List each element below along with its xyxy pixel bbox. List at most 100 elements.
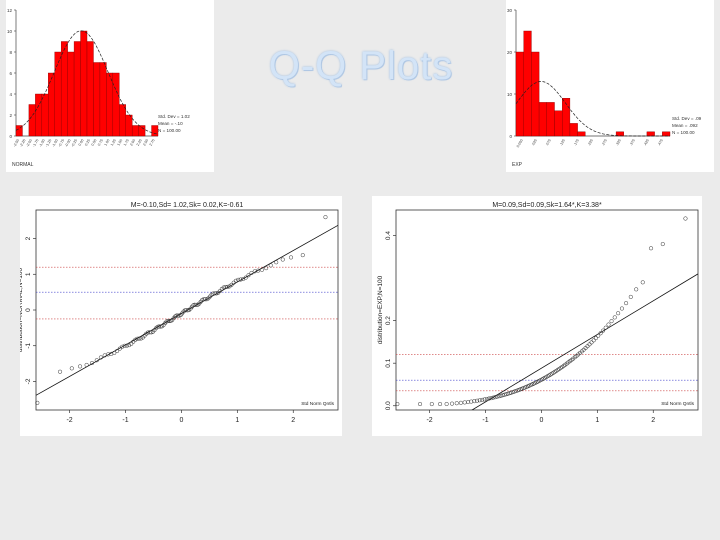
- plot-title: M=-0.10,Sd= 1.02,Sk= 0.02,K=-0.61: [131, 202, 244, 209]
- qq-point: [225, 284, 230, 289]
- qq-point: [249, 270, 254, 275]
- y-tick-label: 8: [9, 50, 12, 55]
- qq-point: [201, 297, 206, 302]
- histogram-normal-chart: 024681012-2.50-2.25-2.00-1.75-1.50-1.25-…: [7, 8, 190, 168]
- y-tick-label: 4: [9, 92, 12, 97]
- histogram-bar: [138, 125, 146, 137]
- y-axis-label: distribution=EXP,N=100: [377, 275, 384, 344]
- histogram-bar: [41, 93, 49, 137]
- qq-point: [466, 399, 471, 405]
- qq-point: [189, 304, 195, 309]
- qq-point: [69, 366, 74, 371]
- qq-point: [115, 348, 120, 354]
- qq-point: [145, 330, 151, 335]
- qq-point: [462, 400, 467, 405]
- y-tick-label: 10: [507, 92, 513, 97]
- x-tick-label: .325: [615, 139, 622, 147]
- normal-curve: [515, 81, 670, 137]
- x-tick-label: 2.00: [129, 139, 136, 147]
- y-tick-label: -1: [25, 342, 32, 348]
- qq-point: [480, 397, 485, 402]
- x-tick-label: .475: [657, 139, 664, 147]
- histogram-bar: [151, 125, 159, 137]
- histogram-bar: [73, 41, 81, 137]
- y-tick-label: 0.4: [385, 231, 392, 240]
- stat-label: N = 100.00: [672, 130, 695, 135]
- histogram-bar: [131, 125, 139, 137]
- qq-point: [454, 401, 459, 406]
- x-tick-label: 0.25: [84, 139, 91, 147]
- x-tick-label: 2.25: [136, 139, 143, 147]
- x-tick-label: 0.00: [78, 139, 85, 147]
- x-tick-label: -1: [122, 417, 128, 424]
- qq-point: [683, 216, 688, 221]
- y-tick-label: 6: [9, 71, 12, 76]
- histogram-bar: [662, 131, 671, 137]
- histogram-bar: [562, 97, 571, 137]
- x-tick-label: 0: [179, 417, 183, 424]
- qq-point: [648, 246, 654, 251]
- qq-point: [246, 273, 251, 278]
- histogram-bar: [125, 114, 133, 137]
- histogram-bar: [60, 41, 68, 137]
- x-tick-label: 0.000: [516, 139, 524, 149]
- plot-frame: [395, 209, 699, 411]
- x-tick-label: 1: [235, 417, 239, 424]
- qq-point: [175, 313, 180, 318]
- plot-title: M=0.09,Sd=0.09,Sk=1.64*,K=3.38*: [492, 202, 602, 209]
- qq-point: [259, 267, 264, 272]
- x-tick-label: 0: [539, 417, 543, 424]
- qq-point: [596, 333, 601, 338]
- qq-point: [106, 352, 111, 357]
- histogram-exp: 0 10 20 30 0.000 .025 .075 .125 .175 .225 .275 .325…: [506, 0, 714, 172]
- legend-label: Std Norm Qntls: [301, 401, 334, 407]
- qq-point: [160, 324, 165, 329]
- qq-point: [477, 398, 482, 403]
- qq-point: [78, 364, 83, 369]
- y-tick-label: 2: [9, 113, 12, 118]
- x-tick-label: .225: [587, 139, 594, 147]
- qq-point: [438, 401, 443, 407]
- x-tick-label: -1.00: [51, 139, 59, 148]
- histogram-normal: 0 2 4 6 8 10 12 -2.50 -2.25 -2.00 -1.75 -1.50 -1.25-…: [6, 0, 214, 172]
- y-tick-label: -2: [25, 378, 32, 384]
- qq-point: [264, 266, 269, 271]
- y-tick-label: 0.0: [385, 401, 392, 410]
- x-tick-label: .075: [545, 139, 552, 147]
- x-tick-label: -1.75: [32, 139, 40, 148]
- qq-point: [187, 307, 192, 313]
- stat-label: Std. Dev = 1.02: [158, 114, 190, 119]
- qq-point: [274, 260, 279, 265]
- x-axis-label: NORMAL: [12, 162, 34, 168]
- qq-point: [89, 360, 95, 366]
- qq-point: [593, 336, 598, 341]
- y-tick-label: 30: [507, 8, 513, 13]
- histogram-bar: [99, 62, 107, 137]
- qq-point: [417, 401, 423, 407]
- x-tick-label: 1.50: [116, 139, 123, 147]
- qq-point: [35, 400, 40, 405]
- fit-line: [471, 273, 698, 410]
- qq-point: [609, 319, 614, 324]
- x-tick-label: .125: [559, 139, 566, 147]
- y-tick-label: 20: [507, 50, 513, 55]
- qq-point: [122, 343, 127, 348]
- qq-point: [429, 401, 434, 407]
- qq-point: [628, 294, 633, 299]
- qq-point: [112, 350, 117, 355]
- normal-curve: [15, 30, 159, 135]
- histogram-bar: [538, 102, 547, 137]
- histogram-bar: [48, 72, 55, 137]
- qq-point: [491, 395, 496, 400]
- y-tick-label: 0.1: [385, 358, 392, 367]
- qq-plot-exp: M=0.09,Sd=0.09,Sk=1.64*,K=3.38* distribut…: [372, 196, 702, 436]
- x-tick-label: .375: [629, 139, 636, 147]
- qq-point: [288, 255, 294, 260]
- x-tick-label: -0.50: [64, 139, 72, 148]
- y-tick-label: 10: [7, 29, 13, 34]
- qq-point: [147, 330, 152, 335]
- x-tick-label: 0.75: [97, 139, 104, 147]
- qq-point: [624, 301, 629, 306]
- qq-point: [236, 277, 241, 282]
- slide-title: Q-Q Plots: [268, 44, 454, 88]
